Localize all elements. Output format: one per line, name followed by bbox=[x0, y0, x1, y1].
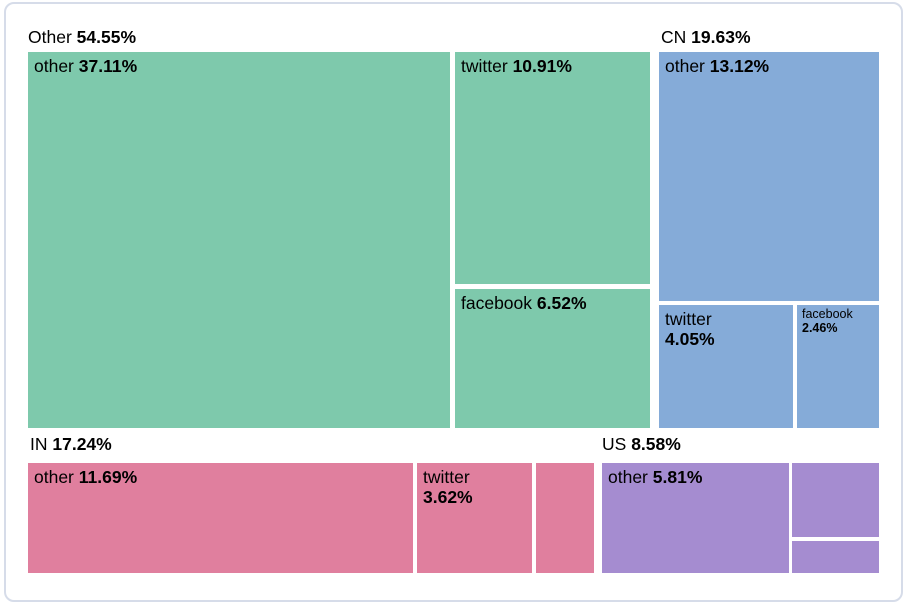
cell-share: 10.91% bbox=[513, 56, 572, 76]
treemap-cell-other-twitter[interactable]: twitter 10.91% bbox=[455, 52, 650, 284]
group-header-cn: CN 19.63% bbox=[661, 27, 751, 47]
cell-name: facebook bbox=[461, 293, 532, 313]
treemap-cell-other-other[interactable]: other 37.11% bbox=[28, 52, 450, 428]
treemap-cell-cn-facebook[interactable]: facebook 2.46% bbox=[797, 305, 879, 428]
cell-share: 6.52% bbox=[537, 293, 587, 313]
treemap-cell-us-facebook[interactable] bbox=[792, 541, 879, 573]
treemap-cell-us-other[interactable]: other 5.81% bbox=[602, 463, 789, 573]
group-name: US bbox=[602, 434, 626, 454]
cell-name: other bbox=[34, 467, 74, 487]
cell-share: 2.46% bbox=[802, 321, 837, 335]
group-header-other: Other 54.55% bbox=[28, 27, 136, 47]
cell-name: twitter bbox=[461, 56, 508, 76]
group-name: IN bbox=[30, 434, 48, 454]
group-share: 19.63% bbox=[691, 27, 750, 47]
cell-share: 4.05% bbox=[665, 329, 715, 349]
cell-share: 13.12% bbox=[710, 56, 769, 76]
cell-name: facebook bbox=[802, 307, 874, 321]
cell-share: 11.69% bbox=[79, 467, 137, 487]
treemap-cell-other-facebook[interactable]: facebook 6.52% bbox=[455, 289, 650, 428]
treemap-cell-us-twitter[interactable] bbox=[792, 463, 879, 537]
treemap-cell-cn-other[interactable]: other 13.12% bbox=[659, 52, 879, 301]
group-header-us: US 8.58% bbox=[602, 434, 681, 454]
cell-name: other bbox=[34, 56, 74, 76]
treemap-cell-in-other[interactable]: other 11.69% bbox=[28, 463, 413, 573]
cell-name: other bbox=[665, 56, 705, 76]
cell-name: twitter bbox=[423, 467, 526, 487]
group-header-in: IN 17.24% bbox=[30, 434, 112, 454]
group-share: 8.58% bbox=[631, 434, 681, 454]
group-share: 54.55% bbox=[77, 27, 136, 47]
treemap-cell-in-twitter[interactable]: twitter 3.62% bbox=[417, 463, 532, 573]
cell-share: 5.81% bbox=[653, 467, 703, 487]
group-name: Other bbox=[28, 27, 72, 47]
cell-share: 3.62% bbox=[423, 487, 473, 507]
group-share: 17.24% bbox=[52, 434, 111, 454]
treemap-cell-in-facebook[interactable] bbox=[536, 463, 594, 573]
cell-share: 37.11% bbox=[79, 56, 137, 76]
treemap-cell-cn-twitter[interactable]: twitter 4.05% bbox=[659, 305, 793, 428]
cell-name: other bbox=[608, 467, 648, 487]
group-name: CN bbox=[661, 27, 686, 47]
cell-name: twitter bbox=[665, 309, 787, 329]
